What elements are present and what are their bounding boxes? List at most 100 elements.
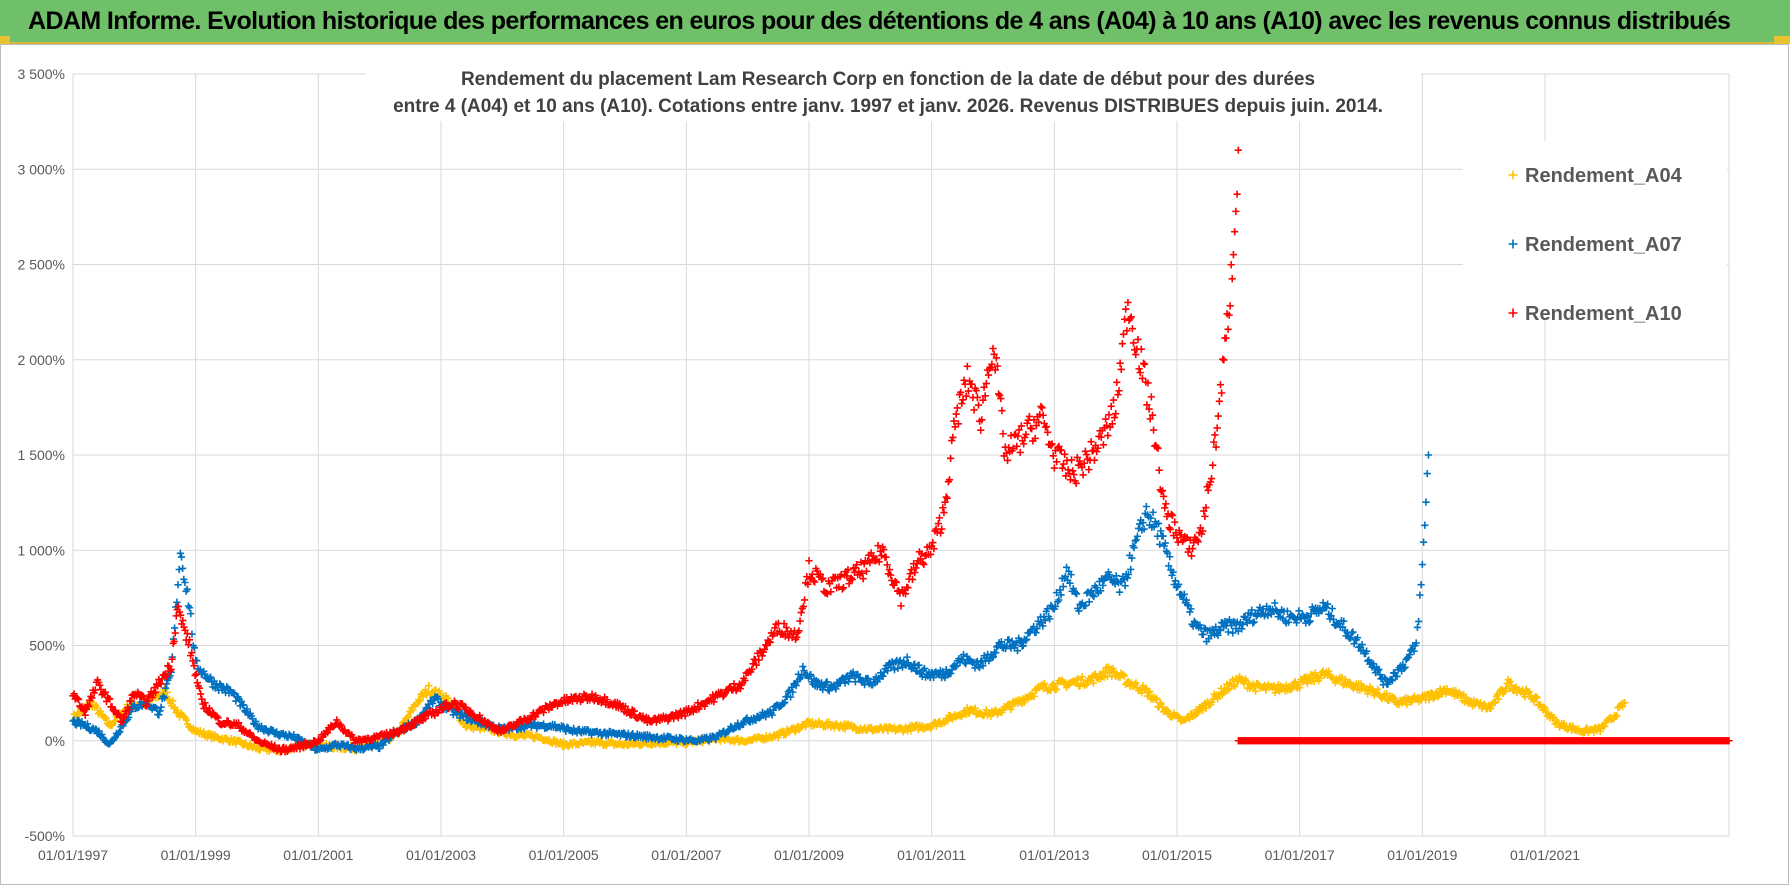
x-tick-label: 01/01/2013	[1019, 847, 1089, 863]
marker	[1101, 668, 1109, 676]
marker	[1033, 624, 1041, 633]
series-layer	[69, 146, 1733, 756]
x-tick-label: 01/01/1997	[38, 847, 108, 863]
marker	[1167, 510, 1176, 518]
marker	[991, 366, 999, 374]
marker	[945, 476, 954, 484]
x-tick-label: 01/01/2021	[1510, 847, 1580, 863]
marker	[1540, 703, 1548, 711]
marker	[198, 695, 206, 703]
marker	[882, 553, 890, 561]
marker	[404, 712, 413, 720]
chart-title-line-2: entre 4 (A04) et 10 ans (A10). Cotations…	[393, 96, 1383, 117]
marker	[177, 611, 185, 619]
marker	[182, 716, 191, 724]
marker	[819, 574, 827, 582]
marker	[101, 688, 109, 696]
marker	[1128, 325, 1136, 333]
marker	[912, 564, 920, 572]
marker	[1123, 327, 1131, 335]
marker	[1047, 441, 1055, 449]
marker	[1252, 612, 1260, 620]
marker	[1078, 463, 1086, 472]
marker	[521, 725, 529, 733]
marker	[1508, 308, 1518, 318]
marker	[307, 741, 316, 749]
marker	[118, 718, 126, 726]
marker	[1350, 640, 1358, 648]
marker	[851, 678, 859, 686]
marker	[1196, 621, 1204, 629]
marker	[95, 727, 103, 735]
marker	[1105, 571, 1114, 579]
marker	[1119, 330, 1128, 338]
marker	[1325, 667, 1333, 675]
marker	[860, 681, 869, 689]
marker	[193, 679, 201, 687]
marker	[1094, 444, 1102, 452]
marker	[395, 729, 403, 737]
marker	[527, 715, 535, 724]
marker	[1199, 630, 1207, 638]
marker	[864, 674, 872, 683]
marker	[1224, 628, 1232, 636]
marker	[409, 706, 417, 714]
marker	[847, 574, 855, 582]
marker	[1374, 685, 1382, 693]
marker	[185, 636, 194, 644]
marker	[1147, 393, 1155, 401]
marker	[1418, 560, 1426, 569]
marker	[1132, 679, 1140, 687]
marker	[539, 708, 548, 717]
marker	[780, 699, 788, 708]
marker	[1419, 538, 1428, 546]
marker	[952, 662, 961, 670]
marker	[290, 731, 298, 739]
marker	[1239, 620, 1247, 629]
marker	[1501, 687, 1509, 695]
marker	[1056, 586, 1064, 594]
marker	[116, 727, 124, 736]
marker	[787, 693, 795, 701]
marker	[376, 744, 384, 753]
marker	[156, 707, 164, 715]
marker	[1076, 457, 1084, 465]
y-tick-label: 2 000%	[18, 352, 65, 368]
marker	[1405, 651, 1414, 659]
marker	[190, 662, 198, 670]
legend-label: Rendement_A07	[1525, 234, 1682, 256]
marker	[1149, 508, 1157, 516]
marker	[1071, 589, 1080, 597]
marker	[986, 364, 994, 372]
marker	[1435, 691, 1443, 700]
marker	[1015, 426, 1023, 434]
marker	[1215, 625, 1223, 633]
marker	[1105, 411, 1113, 419]
marker	[827, 588, 835, 596]
marker	[1164, 707, 1172, 715]
marker	[1005, 636, 1013, 644]
marker	[1340, 617, 1348, 625]
marker	[1210, 438, 1218, 446]
marker	[920, 664, 929, 673]
marker	[1324, 600, 1332, 608]
marker	[432, 685, 440, 694]
marker	[760, 645, 769, 654]
marker	[81, 711, 89, 719]
marker	[1046, 615, 1054, 623]
marker	[1139, 359, 1148, 367]
marker	[1229, 251, 1238, 259]
marker	[858, 569, 866, 577]
marker	[229, 689, 238, 697]
marker	[1141, 685, 1149, 693]
marker	[1403, 701, 1411, 709]
marker	[1055, 596, 1063, 604]
marker	[1087, 438, 1095, 446]
marker	[1023, 635, 1031, 644]
marker	[1092, 584, 1100, 592]
marker	[115, 729, 123, 737]
marker	[862, 567, 871, 575]
marker	[1380, 674, 1389, 682]
marker	[979, 396, 987, 404]
marker	[823, 678, 831, 686]
